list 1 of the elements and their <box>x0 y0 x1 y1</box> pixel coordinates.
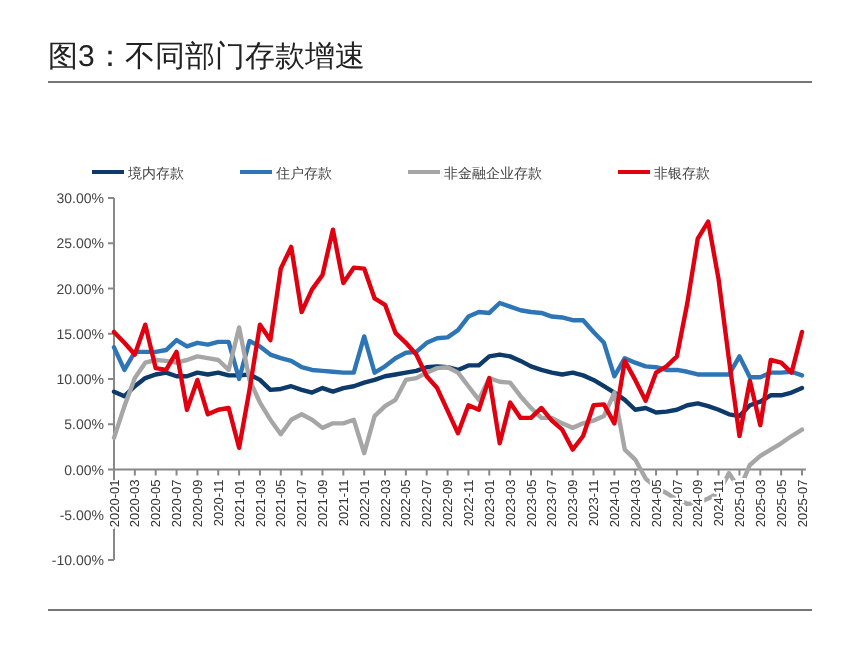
title: 图3：不同部门存款增速 <box>48 40 365 74</box>
